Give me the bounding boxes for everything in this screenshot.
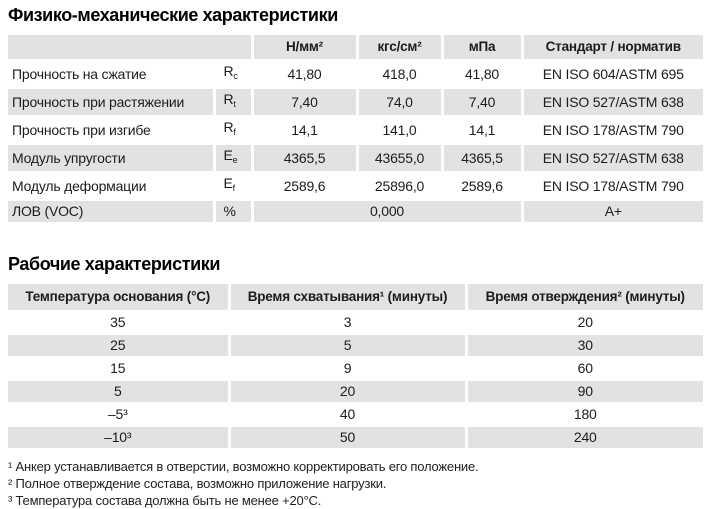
setting-time-value: 9 [229,357,468,381]
physical-section-title: Физико-механические характеристики [8,5,338,25]
property-name: Модуль деформации [8,172,216,201]
table-row: 5 20 90 [8,380,703,404]
table-row: 15 9 60 [8,357,703,381]
value-nmm: 14,1 [252,116,359,145]
temperature-value: –5³ [8,403,231,427]
footnote-1: ¹ Анкер устанавливается в отверстии, воз… [8,459,479,474]
temperature-value: 15 [8,357,231,381]
setting-time-value: 20 [229,380,468,404]
property-name: Модуль упругости [8,144,216,173]
property-symbol: Rt [214,88,254,117]
temperature-value: 5 [8,380,231,404]
value-mpa: 41,80 [442,60,524,89]
table-row: –10³ 50 240 [8,426,703,450]
temperature-value: –10³ [8,426,231,450]
curing-time-value: 90 [466,380,703,404]
property-symbol: Rf [214,116,254,145]
setting-time-value: 3 [229,311,468,335]
property-symbol: Ee [214,144,254,173]
working-characteristics-table: Температура основания (°С) Время схватыв… [8,284,703,450]
value-kgs: 43655,0 [357,144,444,173]
physical-properties-table: Н/мм² кгс/см² мПа Стандарт / норматив Пр… [8,35,703,224]
empty-header-cell [8,35,254,61]
value-kgs: 418,0 [357,60,444,89]
table-row: Прочность на сжатие Rc 41,80 418,0 41,80… [8,60,703,89]
value-standard: EN ISO 527/ASTM 638 [522,88,703,117]
property-name: Прочность при растяжении [8,88,216,117]
value-merged: 0,000 [252,200,524,224]
table-row-voc: ЛОВ (VOC) % 0,000 A+ [8,200,703,224]
value-kgs: 25896,0 [357,172,444,201]
working-header-row: Температура основания (°С) Время схватыв… [8,284,703,312]
curing-time-value: 60 [466,357,703,381]
setting-time-value: 5 [229,334,468,358]
value-mpa: 7,40 [442,88,524,117]
table-row: 35 3 20 [8,311,703,335]
value-nmm: 2589,6 [252,172,359,201]
setting-time-value: 40 [229,403,468,427]
value-nmm: 7,40 [252,88,359,117]
property-name: Прочность при изгибе [8,116,216,145]
value-mpa: 14,1 [442,116,524,145]
value-nmm: 41,80 [252,60,359,89]
working-section-title: Рабочие характеристики [8,254,221,274]
table-row: Модуль упругости Ee 4365,5 43655,0 4365,… [8,144,703,173]
value-mpa: 4365,5 [442,144,524,173]
property-name: ЛОВ (VOC) [8,200,216,224]
table-row: Модуль деформации Ef 2589,6 25896,0 2589… [8,172,703,201]
property-symbol: Rc [214,60,254,89]
value-standard: EN ISO 527/ASTM 638 [522,144,703,173]
header-nmm: Н/мм² [252,35,359,61]
footnotes: ¹ Анкер устанавливается в отверстии, воз… [8,458,703,509]
property-symbol: % [214,200,254,224]
header-temperature: Температура основания (°С) [8,284,231,312]
value-kgs: 74,0 [357,88,444,117]
temperature-value: 35 [8,311,231,335]
header-curing-time: Время отверждения² (минуты) [466,284,703,312]
value-standard: EN ISO 604/ASTM 695 [522,60,703,89]
value-standard: A+ [522,200,703,224]
temperature-value: 25 [8,334,231,358]
header-setting-time: Время схватывания¹ (минуты) [229,284,468,312]
value-standard: EN ISO 178/ASTM 790 [522,172,703,201]
value-mpa: 2589,6 [442,172,524,201]
value-nmm: 4365,5 [252,144,359,173]
property-symbol: Ef [214,172,254,201]
physical-header-row: Н/мм² кгс/см² мПа Стандарт / норматив [8,35,703,61]
curing-time-value: 240 [466,426,703,450]
footnote-2: ² Полное отверждение состава, возможно п… [8,476,387,491]
table-row: –5³ 40 180 [8,403,703,427]
curing-time-value: 180 [466,403,703,427]
header-mpa: мПа [442,35,524,61]
footnote-3: ³ Температура состава должна быть не мен… [8,493,322,508]
curing-time-value: 20 [466,311,703,335]
value-standard: EN ISO 178/ASTM 790 [522,116,703,145]
property-name: Прочность на сжатие [8,60,216,89]
header-standard: Стандарт / норматив [522,35,703,61]
header-kgs: кгс/см² [357,35,444,61]
table-row: Прочность при изгибе Rf 14,1 141,0 14,1 … [8,116,703,145]
table-row: 25 5 30 [8,334,703,358]
setting-time-value: 50 [229,426,468,450]
curing-time-value: 30 [466,334,703,358]
table-row: Прочность при растяжении Rt 7,40 74,0 7,… [8,88,703,117]
value-kgs: 141,0 [357,116,444,145]
